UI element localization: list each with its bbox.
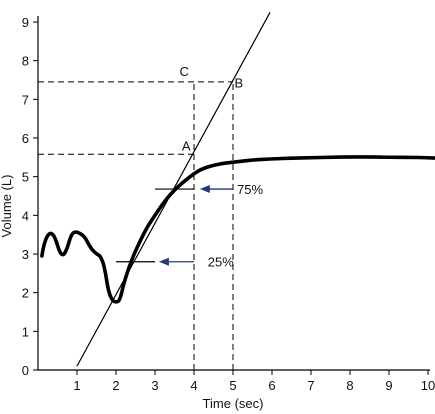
point-label-B: B bbox=[235, 76, 244, 91]
axes bbox=[33, 16, 430, 375]
y-tick-label-6: 6 bbox=[22, 131, 29, 146]
y-tick-label-1: 1 bbox=[22, 324, 29, 339]
y-tick-label-0: 0 bbox=[22, 363, 29, 378]
x-axis-label: Time (sec) bbox=[203, 396, 264, 411]
y-axis-label: Volume (L) bbox=[0, 175, 14, 238]
x-tick-label-6: 6 bbox=[268, 378, 275, 393]
x-tick-label-7: 7 bbox=[307, 378, 314, 393]
x-tick-label-8: 8 bbox=[346, 378, 353, 393]
reference-lines bbox=[38, 81, 234, 370]
x-tick-label-5: 5 bbox=[229, 378, 236, 393]
point-label-A: A bbox=[182, 138, 191, 153]
point-label-C: C bbox=[180, 64, 189, 79]
y-tick-label-4: 4 bbox=[22, 208, 29, 223]
y-tick-label-9: 9 bbox=[22, 15, 29, 30]
volume-curve-group bbox=[40, 155, 435, 304]
arrow-head-25% bbox=[158, 257, 169, 266]
x-tick-label-1: 1 bbox=[73, 378, 80, 393]
annotation-label-75%: 75% bbox=[237, 182, 263, 197]
volume-curve bbox=[40, 155, 435, 304]
arrow-head-75% bbox=[199, 185, 210, 194]
tick-labels: 1 2 3 4 5 6 7 8 9 10 0 1 2 3 4 5 6 7 8 9 bbox=[22, 15, 435, 393]
x-tick-label-2: 2 bbox=[112, 378, 119, 393]
y-tick-label-2: 2 bbox=[22, 286, 29, 301]
annotations: A B C 75% 25% bbox=[158, 64, 263, 270]
y-tick-label-5: 5 bbox=[22, 170, 29, 185]
y-tick-label-8: 8 bbox=[22, 54, 29, 69]
marker-lines bbox=[116, 188, 194, 263]
x-tick-label-10: 10 bbox=[421, 378, 435, 393]
x-tick-label-3: 3 bbox=[151, 378, 158, 393]
x-tick-label-4: 4 bbox=[190, 378, 197, 393]
y-tick-label-3: 3 bbox=[22, 247, 29, 262]
y-tick-label-7: 7 bbox=[22, 92, 29, 107]
annotation-label-25%: 25% bbox=[208, 255, 234, 270]
x-tick-label-9: 9 bbox=[385, 378, 392, 393]
